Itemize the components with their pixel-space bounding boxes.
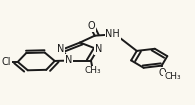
Text: CH₃: CH₃ (84, 66, 101, 75)
Text: O: O (159, 68, 167, 78)
Text: O: O (87, 21, 95, 31)
Text: NH: NH (105, 29, 120, 39)
Text: N: N (95, 44, 102, 54)
Text: CH₃: CH₃ (164, 72, 181, 81)
Text: N: N (65, 55, 72, 65)
Text: Cl: Cl (1, 57, 11, 67)
Text: N: N (57, 44, 65, 54)
